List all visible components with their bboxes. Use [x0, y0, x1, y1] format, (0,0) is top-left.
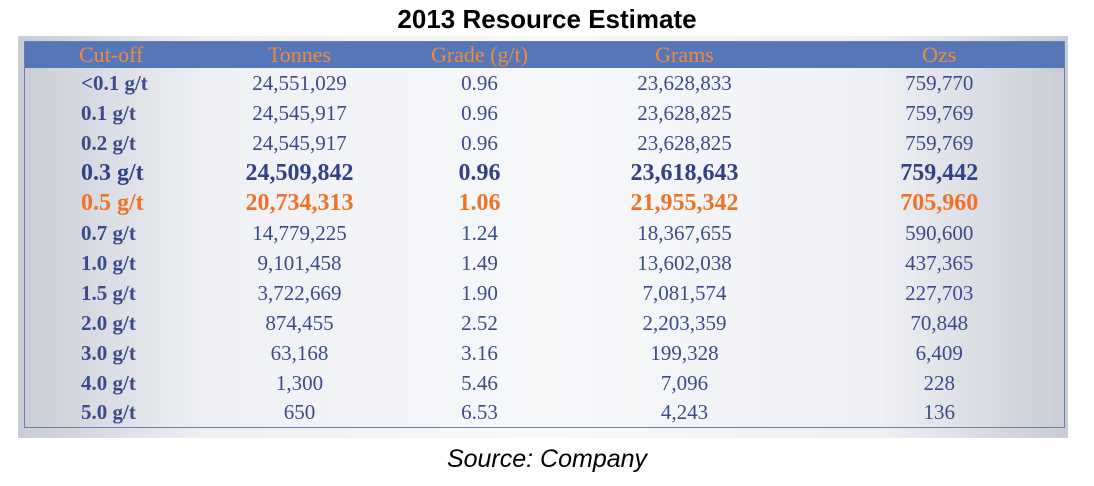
ozs-cell: 6,409 — [915, 340, 963, 365]
column-header-ozs: Ozs — [922, 41, 957, 67]
table-row: 1.0 g/t 9,101,458 1.49 13,602,038 437,365 — [25, 248, 1065, 278]
cut-off-cell: 5.0 g/t — [81, 400, 136, 425]
table-header-row: Cut-off Tonnes Grade (g/t) Grams Ozs — [24, 41, 1065, 68]
table-row: 0.7 g/t 14,779,225 1.24 18,367,655 590,600 — [25, 218, 1065, 248]
cut-off-cell: 0.2 g/t — [81, 130, 136, 155]
cut-off-cell: 0.7 g/t — [81, 220, 136, 245]
tonnes-cell: 874,455 — [265, 310, 334, 335]
grams-cell: 18,367,655 — [637, 220, 732, 245]
table-row: 2.0 g/t 874,455 2.52 2,203,359 70,848 — [25, 308, 1065, 338]
tonnes-cell: 14,779,225 — [252, 220, 347, 245]
ozs-cell: 759,442 — [900, 159, 979, 186]
tonnes-cell: 20,734,313 — [245, 189, 354, 216]
ozs-cell: 759,769 — [905, 130, 974, 155]
table-row: 1.5 g/t 3,722,669 1.90 7,081,574 227,703 — [25, 278, 1065, 308]
grams-cell: 7,081,574 — [642, 280, 727, 305]
resource-table: Cut-off Tonnes Grade (g/t) Grams Ozs <0.… — [24, 41, 1065, 428]
table-row: 3.0 g/t 63,168 3.16 199,328 6,409 — [25, 338, 1065, 368]
table-row: <0.1 g/t 24,551,029 0.96 23,628,833 759,770 — [25, 68, 1065, 98]
tonnes-cell: 24,545,917 — [252, 130, 347, 155]
tonnes-cell: 9,101,458 — [257, 250, 342, 275]
table-frame: Cut-off Tonnes Grade (g/t) Grams Ozs <0.… — [18, 36, 1068, 438]
grade-cell: 0.96 — [461, 100, 498, 125]
cut-off-cell: 0.3 g/t — [81, 159, 144, 186]
grams-cell: 23,618,643 — [630, 159, 739, 186]
table-row: 4.0 g/t 1,300 5.46 7,096 228 — [25, 368, 1065, 398]
grade-cell: 1.06 — [458, 189, 501, 216]
table-row: 0.1 g/t 24,545,917 0.96 23,628,825 759,769 — [25, 98, 1065, 128]
grams-cell: 23,628,825 — [637, 100, 732, 125]
ozs-cell: 759,770 — [905, 70, 974, 95]
grams-cell: 23,628,825 — [637, 130, 732, 155]
ozs-cell: 437,365 — [905, 250, 974, 275]
cut-off-cell: <0.1 g/t — [81, 70, 148, 95]
table-body: <0.1 g/t 24,551,029 0.96 23,628,833 759,770 0… — [25, 68, 1065, 428]
grade-cell: 6.53 — [461, 400, 498, 425]
ozs-cell: 70,848 — [910, 310, 969, 335]
grade-cell: 1.49 — [461, 250, 498, 275]
ozs-cell: 228 — [923, 370, 956, 395]
tonnes-cell: 3,722,669 — [257, 280, 342, 305]
grams-cell: 21,955,342 — [630, 189, 739, 216]
grade-cell: 1.90 — [461, 280, 498, 305]
ozs-cell: 590,600 — [905, 220, 974, 245]
grade-cell: 0.96 — [461, 70, 498, 95]
grade-cell: 0.96 — [458, 159, 501, 186]
cut-off-cell: 1.5 g/t — [81, 280, 136, 305]
grams-cell: 13,602,038 — [637, 250, 732, 275]
ozs-cell: 705,960 — [900, 189, 979, 216]
table-row: 0.5 g/t 20,734,313 1.06 21,955,342 705,960 — [25, 188, 1065, 218]
grams-cell: 7,096 — [660, 370, 709, 395]
tonnes-cell: 63,168 — [270, 340, 329, 365]
grade-cell: 2.52 — [461, 310, 498, 335]
grade-cell: 3.16 — [461, 340, 498, 365]
column-header-tonnes: Tonnes — [267, 41, 332, 67]
grade-cell: 0.96 — [461, 130, 498, 155]
cut-off-cell: 0.5 g/t — [81, 189, 144, 216]
cut-off-cell: 0.1 g/t — [81, 100, 136, 125]
grams-cell: 199,328 — [650, 340, 719, 365]
grams-cell: 2,203,359 — [642, 310, 727, 335]
tonnes-cell: 24,509,842 — [245, 159, 354, 186]
cut-off-cell: 1.0 g/t — [81, 250, 136, 275]
tonnes-cell: 24,545,917 — [252, 100, 347, 125]
ozs-cell: 759,769 — [905, 100, 974, 125]
table-row: 0.2 g/t 24,545,917 0.96 23,628,825 759,769 — [25, 128, 1065, 158]
column-header-grade: Grade (g/t) — [430, 41, 529, 67]
cut-off-cell: 3.0 g/t — [81, 340, 136, 365]
grams-cell: 23,628,833 — [637, 70, 732, 95]
chart-title: 2013 Resource Estimate — [397, 4, 697, 34]
tonnes-cell: 1,300 — [275, 370, 324, 395]
ozs-cell: 227,703 — [905, 280, 974, 305]
tonnes-cell: 24,551,029 — [252, 70, 347, 95]
grams-cell: 4,243 — [660, 400, 709, 425]
grade-cell: 1.24 — [461, 220, 498, 245]
column-header-grams: Grams — [655, 41, 714, 67]
cut-off-cell: 2.0 g/t — [81, 310, 136, 335]
grade-cell: 5.46 — [461, 370, 498, 395]
table-row: 5.0 g/t 650 6.53 4,243 136 — [25, 398, 1065, 428]
ozs-cell: 136 — [923, 400, 956, 425]
column-header-cut-off: Cut-off — [79, 41, 144, 67]
tonnes-cell: 650 — [283, 400, 316, 425]
source-note: Source: Company — [446, 445, 648, 473]
cut-off-cell: 4.0 g/t — [81, 370, 136, 395]
table-row: 0.3 g/t 24,509,842 0.96 23,618,643 759,442 — [25, 158, 1065, 188]
